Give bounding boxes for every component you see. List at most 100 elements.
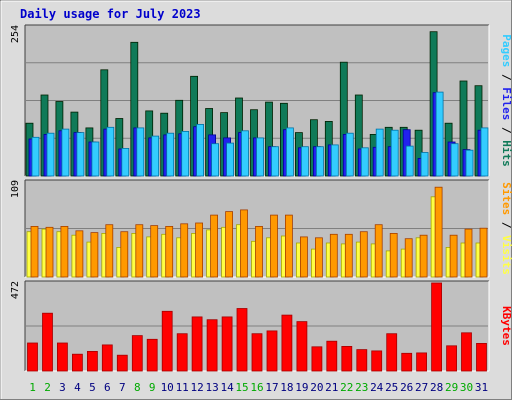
x-axis-labels: 1 2 3 4 5 6 7 8 9 10 11 12 13 14 15 16 17 18 19 20 21 22 23 24 2…	[29, 381, 488, 394]
bar-pages-day-5	[91, 141, 100, 177]
bar-sites-day-18	[284, 214, 293, 278]
bar-kbytes-day-16	[251, 333, 263, 372]
bar-sites-day-1	[30, 225, 39, 278]
x-tick-label-day-21: 21	[325, 381, 338, 394]
bar-sites-day-5	[90, 232, 99, 278]
bar-pages-day-22	[345, 132, 354, 177]
bar-kbytes-day-6	[101, 344, 113, 372]
bar-pages-day-14	[226, 142, 235, 177]
bar-kbytes-day-8	[131, 335, 143, 372]
x-tick-label-day-10: 10	[161, 381, 174, 394]
x-tick-label-day-8: 8	[134, 381, 141, 394]
series-label-sites: Sites	[500, 182, 512, 215]
bar-sites-day-10	[165, 225, 174, 278]
bar-sites-day-22	[344, 233, 353, 278]
bar-kbytes-day-31	[476, 342, 487, 372]
bar-pages-day-8	[136, 127, 145, 177]
bar-kbytes-day-29	[446, 345, 458, 372]
bar-sites-day-31	[479, 227, 488, 278]
bar-pages-day-4	[76, 132, 85, 177]
series-label-files: Files	[500, 87, 512, 120]
bar-sites-day-3	[60, 225, 69, 278]
x-tick-label-day-6: 6	[104, 381, 111, 394]
bar-sites-day-4	[75, 230, 84, 278]
bar-kbytes-day-17	[266, 330, 278, 372]
bar-sites-day-25	[389, 232, 398, 278]
series-label-kbytes: KBytes	[500, 306, 512, 346]
chart-title: Daily usage for July 2023	[20, 7, 201, 21]
bar-sites-day-7	[120, 231, 129, 278]
x-tick-label-day-16: 16	[250, 381, 263, 394]
bar-sites-day-23	[359, 231, 368, 278]
panel-kbytes: 472 KBytes	[10, 280, 512, 372]
bar-kbytes-day-3	[57, 342, 68, 372]
bar-pages-day-17	[271, 146, 279, 177]
x-tick-label-day-18: 18	[280, 381, 293, 394]
bar-kbytes-day-21	[326, 340, 338, 372]
x-tick-label-day-26: 26	[400, 381, 413, 394]
bar-pages-day-26	[405, 145, 414, 177]
bar-pages-day-7	[121, 147, 130, 177]
bar-pages-day-25	[390, 129, 399, 177]
x-tick-label-day-7: 7	[119, 381, 126, 394]
x-tick-label-day-12: 12	[190, 381, 203, 394]
bar-sites-day-9	[150, 225, 159, 278]
bar-pages-day-31	[480, 127, 489, 177]
bar-pages-day-11	[181, 130, 190, 177]
bar-kbytes-day-19	[296, 321, 308, 372]
bar-sites-day-29	[449, 234, 458, 278]
bar-kbytes-day-14	[221, 316, 233, 372]
ymax-label-hits: 254	[10, 25, 21, 43]
bar-pages-day-23	[360, 147, 369, 177]
bar-kbytes-day-7	[116, 354, 128, 372]
bar-pages-day-19	[300, 146, 309, 177]
x-tick-label-day-13: 13	[205, 381, 218, 394]
bar-pages-day-10	[166, 132, 175, 177]
x-tick-label-day-24: 24	[370, 381, 384, 394]
bar-sites-day-19	[299, 236, 308, 278]
x-tick-label-day-14: 14	[220, 381, 234, 394]
bar-sites-day-21	[329, 233, 338, 278]
bar-kbytes-day-30	[461, 332, 472, 372]
bar-sites-day-13	[210, 214, 219, 278]
x-tick-label-day-30: 30	[460, 381, 473, 394]
bar-pages-day-24	[375, 128, 384, 177]
ymax-label-visits: 109	[10, 180, 21, 198]
x-tick-label-day-11: 11	[176, 381, 189, 394]
bar-kbytes-day-4	[72, 353, 83, 372]
bar-sites-day-14	[225, 211, 234, 278]
bar-sites-day-15	[240, 209, 248, 278]
bar-sites-day-30	[464, 228, 473, 278]
bar-sites-day-28	[434, 186, 443, 278]
bar-sites-day-17	[270, 214, 278, 278]
series-label-pages: Pages	[500, 34, 512, 67]
bar-sites-day-2	[45, 226, 54, 278]
bar-kbytes-day-24	[371, 350, 383, 372]
x-tick-label-day-4: 4	[74, 381, 81, 394]
chart-panels: 254 Pages / Files / Hits 109 Sites / Visits…	[10, 24, 512, 372]
bar-kbytes-day-1	[27, 342, 38, 372]
bar-kbytes-day-23	[356, 349, 368, 372]
x-tick-label-day-23: 23	[355, 381, 368, 394]
bar-kbytes-day-9	[146, 338, 158, 372]
x-tick-label-day-28: 28	[430, 381, 443, 394]
x-tick-label-day-25: 25	[385, 381, 398, 394]
series-label-hits: Hits	[500, 140, 512, 167]
bar-pages-day-2	[46, 132, 55, 177]
bar-sites-day-12	[195, 222, 204, 278]
bar-kbytes-day-12	[191, 316, 203, 372]
bar-pages-day-13	[211, 143, 220, 177]
bar-kbytes-day-27	[416, 352, 428, 372]
bar-kbytes-day-18	[281, 314, 293, 372]
bar-kbytes-day-11	[176, 333, 188, 372]
panel-hits: 254 Pages / Files / Hits	[10, 24, 512, 177]
series-label-kbytes: KBytes	[500, 306, 512, 346]
x-tick-label-day-19: 19	[295, 381, 308, 394]
x-tick-label-day-29: 29	[445, 381, 458, 394]
x-tick-label-day-2: 2	[44, 381, 51, 394]
bar-pages-day-3	[61, 128, 70, 177]
bar-kbytes-day-2	[42, 312, 53, 372]
bar-pages-day-16	[256, 137, 264, 177]
bar-pages-day-27	[420, 152, 429, 177]
